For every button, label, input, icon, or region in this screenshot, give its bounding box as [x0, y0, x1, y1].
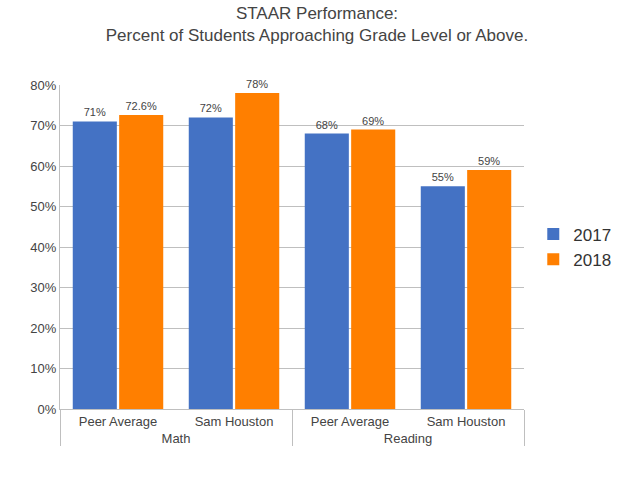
svg-text:Peer Average: Peer Average	[311, 414, 390, 429]
svg-text:70%: 70%	[30, 118, 56, 133]
svg-text:10%: 10%	[30, 361, 56, 376]
svg-text:2017: 2017	[573, 226, 611, 245]
svg-text:Reading: Reading	[384, 431, 432, 446]
svg-text:0%: 0%	[38, 402, 57, 417]
svg-text:Peer Average: Peer Average	[79, 414, 158, 429]
svg-text:Sam Houston: Sam Houston	[195, 414, 274, 429]
svg-text:Sam Houston: Sam Houston	[427, 414, 506, 429]
svg-text:20%: 20%	[30, 321, 56, 336]
svg-text:2018: 2018	[573, 251, 611, 270]
svg-text:STAAR Performance:Percent of S: STAAR Performance:Percent of Students Ap…	[106, 4, 528, 45]
svg-text:Math: Math	[162, 431, 191, 446]
svg-text:60%: 60%	[30, 159, 56, 174]
svg-text:72%: 72%	[200, 102, 222, 114]
svg-text:40%: 40%	[30, 240, 56, 255]
svg-text:69%: 69%	[362, 115, 384, 127]
svg-text:59%: 59%	[478, 155, 500, 167]
svg-text:78%: 78%	[246, 78, 268, 90]
svg-text:80%: 80%	[30, 78, 56, 93]
svg-text:71%: 71%	[84, 106, 106, 118]
svg-text:68%: 68%	[316, 119, 338, 131]
svg-text:30%: 30%	[30, 280, 56, 295]
svg-text:72.6%: 72.6%	[125, 100, 156, 112]
svg-text:50%: 50%	[30, 199, 56, 214]
svg-text:55%: 55%	[432, 171, 454, 183]
